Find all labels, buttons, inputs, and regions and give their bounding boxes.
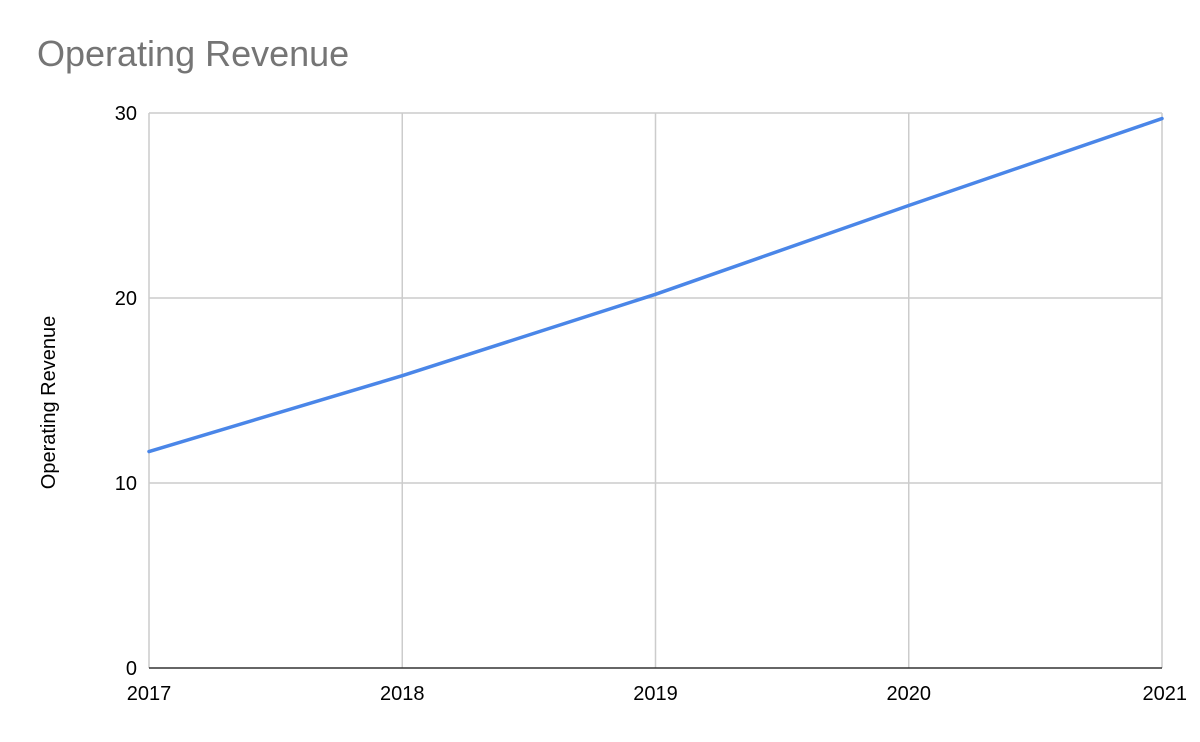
series-layer — [147, 116, 1164, 454]
y-tick-label: 30 — [115, 103, 137, 125]
series-line — [147, 116, 1164, 454]
y-tick-label: 0 — [126, 658, 137, 680]
x-tick-label: 2019 — [633, 683, 678, 705]
grid-layer — [148, 112, 1163, 668]
x-tick-label: 2017 — [127, 683, 172, 705]
chart-title: Operating Revenue — [37, 33, 350, 74]
y-axis-title: Operating Revenue — [38, 316, 60, 489]
y-tick-label: 20 — [115, 288, 137, 310]
x-tick-label: 2018 — [380, 683, 425, 705]
x-tick-label: 2020 — [887, 683, 932, 705]
x-tick-label: 2021 — [1143, 683, 1188, 705]
label-layer: 0 10 20 30 2017 2018 2019 2020 2021 — [115, 103, 1187, 705]
y-tick-label: 10 — [115, 473, 137, 495]
